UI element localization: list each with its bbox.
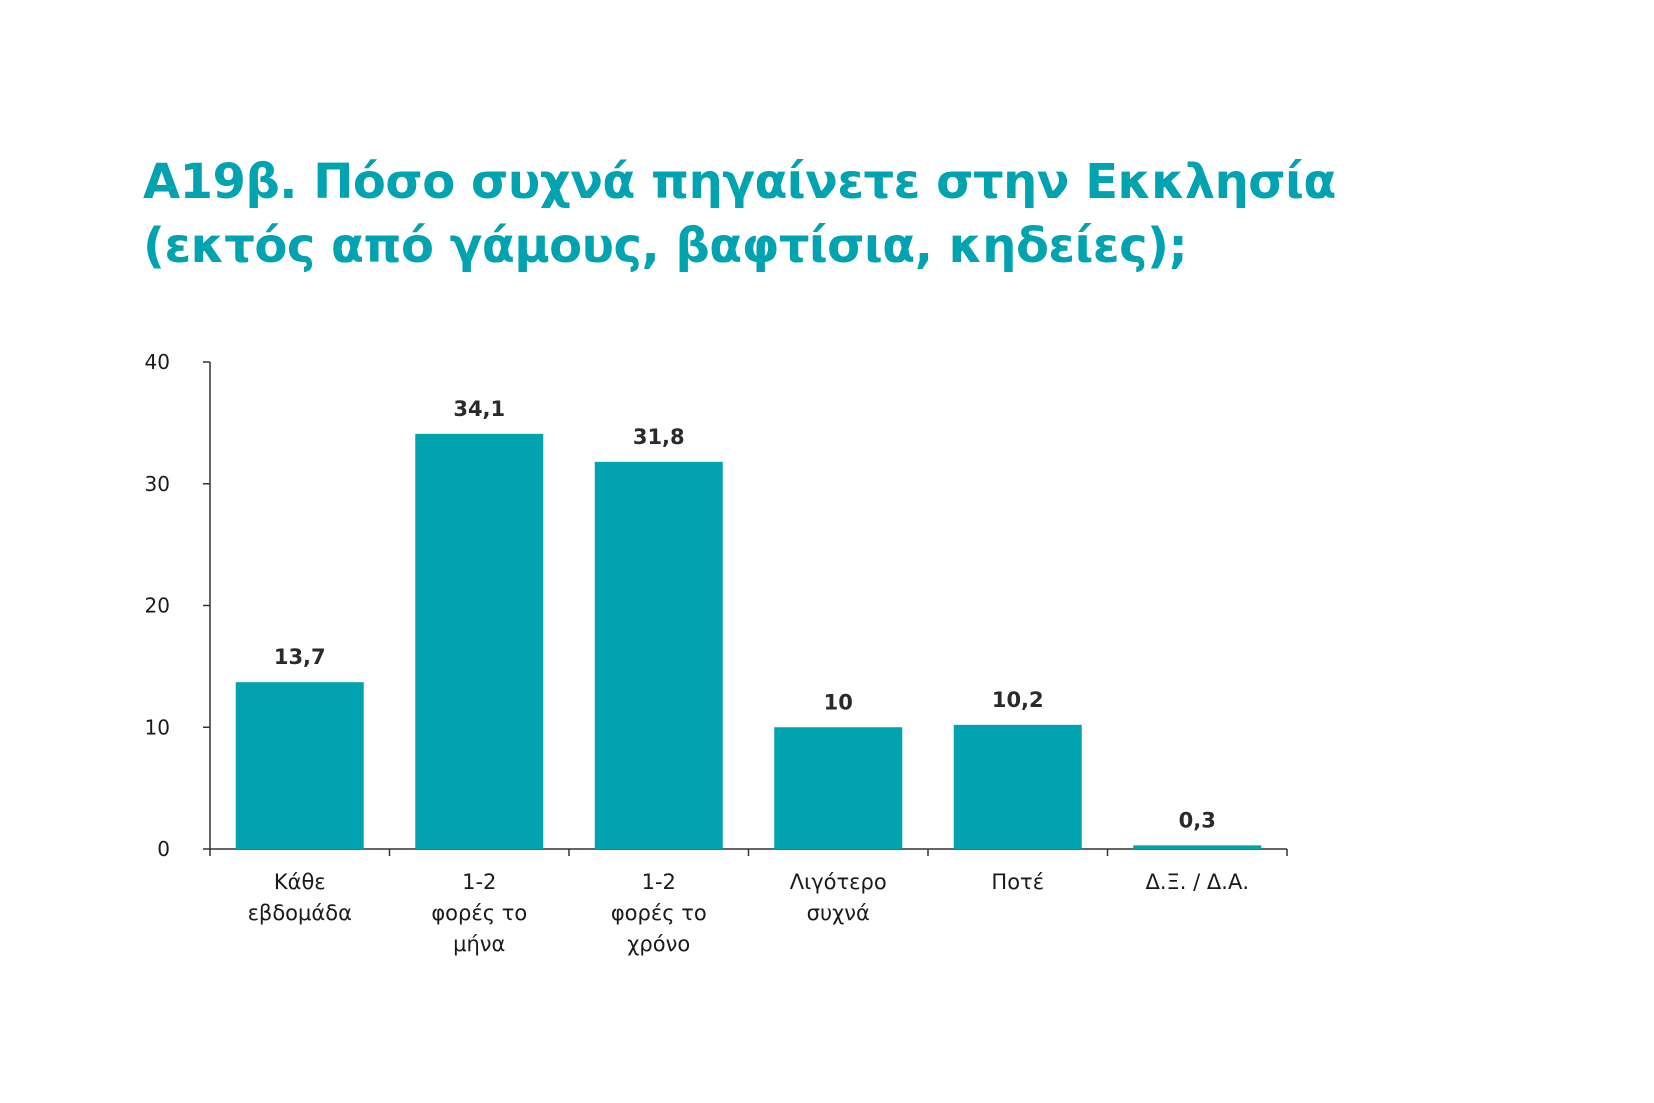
y-tick-label: 0	[157, 837, 170, 861]
x-tick-label-line: συχνά	[807, 901, 870, 925]
chart-title: Α19β. Πόσο συχνά πηγαίνετε στην Εκκλησία…	[143, 150, 1543, 278]
x-tick-label-line: Λιγότερο	[790, 870, 887, 894]
x-tick-label-line: μήνα	[453, 932, 505, 956]
y-tick-label: 10	[145, 715, 170, 739]
x-tick-label: Λιγότερο συχνά	[790, 870, 887, 925]
y-tick-label: 20	[145, 594, 170, 618]
x-tick-label: Ποτέ	[991, 870, 1044, 894]
data-label: 34,1	[453, 397, 505, 421]
bar	[415, 433, 544, 849]
bar	[594, 461, 723, 849]
x-axis	[209, 848, 1288, 856]
x-tick-label: Κάθε εβδομάδα	[248, 870, 352, 925]
x-tick-label: 1-2 φορές το χρόνο	[611, 870, 707, 956]
chart-title-line-1: Α19β. Πόσο συχνά πηγαίνετε στην Εκκλησία	[143, 154, 1336, 210]
data-label: 10,2	[992, 688, 1044, 712]
y-axis: 0 10 20 30 40	[145, 350, 211, 861]
bars	[235, 433, 1262, 849]
data-label: 31,8	[633, 425, 685, 449]
bar	[953, 724, 1082, 849]
x-tick-label-line: εβδομάδα	[248, 901, 352, 925]
x-tick-label-line: χρόνο	[627, 932, 690, 956]
value-labels: 13,7 34,1 31,8 10 10,2 0,3	[274, 397, 1216, 833]
x-tick-label-line: 1-2	[462, 870, 496, 894]
y-tick-label: 30	[145, 472, 170, 496]
chart-title-line-2: (εκτός από γάμους, βαφτίσια, κηδείες);	[143, 218, 1188, 274]
x-tick-label: Δ.Ξ. / Δ.Α.	[1146, 870, 1250, 894]
bar	[774, 727, 903, 849]
x-tick-label-line: Κάθε	[274, 870, 326, 894]
x-tick-label-line: φορές το	[431, 901, 527, 925]
bar	[235, 682, 364, 849]
data-label: 0,3	[1179, 808, 1216, 832]
x-tick-label-line: Ποτέ	[991, 870, 1044, 894]
x-tick-label-line: Δ.Ξ. / Δ.Α.	[1146, 870, 1250, 894]
category-labels: Κάθε εβδομάδα 1-2 φορές το μήνα 1-2 φορές το χρ…	[248, 870, 1249, 956]
data-label: 10	[824, 690, 853, 714]
y-tick-label: 40	[145, 350, 170, 374]
bar	[1133, 845, 1262, 849]
x-tick-label-line: 1-2	[642, 870, 676, 894]
data-label: 13,7	[274, 645, 326, 669]
x-tick-label: 1-2 φορές το μήνα	[431, 870, 527, 956]
x-tick-label-line: φορές το	[611, 901, 707, 925]
